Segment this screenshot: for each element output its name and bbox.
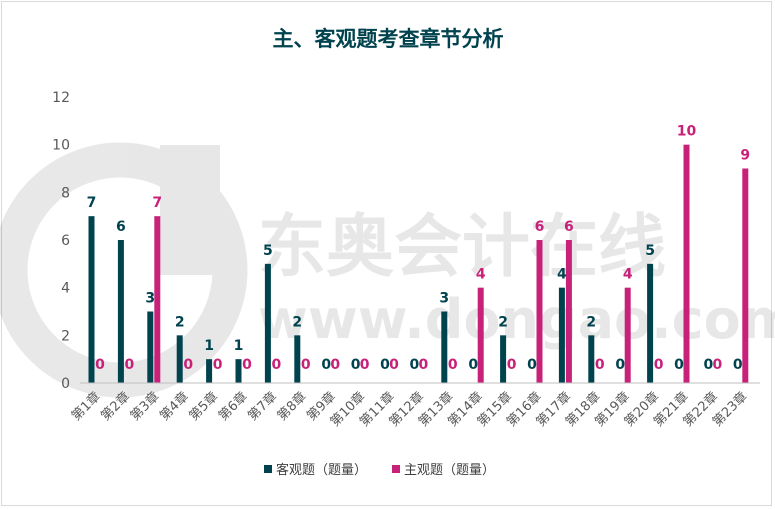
data-label-subjective: 0 bbox=[389, 357, 399, 373]
y-tick-label: 12 bbox=[52, 90, 70, 106]
bar-objective bbox=[558, 287, 565, 383]
y-axis: 0 2 4 6 8 10 12 bbox=[52, 90, 70, 392]
y-tick-label: 6 bbox=[61, 233, 70, 249]
data-label-objective: 7 bbox=[87, 195, 97, 211]
data-label-objective: 0 bbox=[674, 357, 684, 373]
data-label-objective: 0 bbox=[321, 357, 331, 373]
data-label-subjective: 4 bbox=[623, 267, 633, 283]
bar-objective bbox=[264, 263, 271, 383]
bar-objective bbox=[176, 335, 183, 383]
legend-label-objective: 客观题（题量） bbox=[276, 462, 367, 478]
data-label-objective: 0 bbox=[733, 357, 743, 373]
data-label-objective: 5 bbox=[263, 243, 273, 259]
bar-objective bbox=[441, 311, 448, 383]
data-label-objective: 2 bbox=[586, 314, 596, 330]
data-label-subjective: 7 bbox=[152, 195, 162, 211]
data-label-objective: 0 bbox=[380, 357, 390, 373]
bar-objective bbox=[206, 359, 213, 383]
bar-subjective bbox=[536, 240, 543, 383]
data-label-subjective: 0 bbox=[183, 357, 193, 373]
x-tick-label: 第7章 bbox=[245, 389, 281, 425]
bar-subjective bbox=[565, 240, 572, 383]
data-label-subjective: 0 bbox=[242, 357, 252, 373]
data-label-objective: 1 bbox=[234, 338, 244, 354]
x-tick-label: 第5章 bbox=[186, 389, 222, 425]
legend-label-subjective: 主观题（题量） bbox=[404, 463, 495, 478]
data-label-subjective: 6 bbox=[535, 219, 545, 235]
bar-objective bbox=[500, 335, 507, 383]
data-label-objective: 0 bbox=[704, 357, 714, 373]
bar-subjective bbox=[683, 144, 690, 383]
data-label-objective: 0 bbox=[468, 357, 478, 373]
bar-objective bbox=[294, 335, 301, 383]
data-label-objective: 3 bbox=[439, 291, 449, 307]
x-axis: 第1章第2章第3章第4章第5章第6章第7章第8章第9章第10章第11章第12章第… bbox=[68, 389, 750, 430]
y-tick-label: 10 bbox=[52, 138, 70, 154]
bar-objective bbox=[647, 263, 654, 383]
legend-swatch-subjective bbox=[392, 465, 400, 473]
bar-objective bbox=[147, 311, 154, 383]
legend-swatch-objective bbox=[264, 465, 272, 473]
y-tick-label: 4 bbox=[61, 281, 70, 297]
chart-title: 主、客观题考查章节分析 bbox=[273, 27, 504, 51]
bar-subjective bbox=[477, 287, 484, 383]
data-label-subjective: 0 bbox=[419, 357, 429, 373]
data-label-subjective: 0 bbox=[360, 357, 370, 373]
data-label-objective: 5 bbox=[645, 243, 655, 259]
x-tick-label: 第8章 bbox=[274, 389, 310, 425]
data-label-subjective: 0 bbox=[654, 357, 664, 373]
data-label-subjective: 0 bbox=[213, 357, 223, 373]
data-label-objective: 1 bbox=[204, 338, 214, 354]
bar-subjective bbox=[154, 216, 161, 383]
data-label-objective: 2 bbox=[292, 314, 302, 330]
data-label-objective: 3 bbox=[145, 291, 155, 307]
data-label-objective: 2 bbox=[498, 314, 508, 330]
bar-objective bbox=[235, 359, 242, 383]
data-label-subjective: 0 bbox=[125, 357, 135, 373]
watermark-logo-stem bbox=[160, 145, 220, 275]
data-label-subjective: 0 bbox=[448, 357, 458, 373]
legend: 客观题（题量） 主观题（题量） bbox=[264, 462, 495, 478]
watermark: 东奥会计在线 www.dongao.com bbox=[0, 142, 775, 398]
data-label-objective: 0 bbox=[351, 357, 361, 373]
x-tick-label: 第4章 bbox=[156, 389, 192, 425]
y-tick-label: 2 bbox=[61, 328, 70, 344]
data-label-objective: 0 bbox=[615, 357, 625, 373]
watermark-url: www.dongao.com bbox=[258, 288, 775, 351]
data-label-subjective: 0 bbox=[330, 357, 340, 373]
data-label-objective: 4 bbox=[557, 267, 567, 283]
data-label-objective: 6 bbox=[116, 219, 126, 235]
watermark-brand: 东奥会计在线 bbox=[258, 208, 666, 287]
data-label-subjective: 10 bbox=[677, 124, 697, 140]
data-label-subjective: 4 bbox=[476, 267, 486, 283]
data-label-subjective: 6 bbox=[564, 219, 574, 235]
bar-objective bbox=[88, 216, 95, 383]
data-label-objective: 0 bbox=[410, 357, 420, 373]
data-label-subjective: 0 bbox=[713, 357, 723, 373]
bar-objective bbox=[117, 240, 124, 383]
data-label-subjective: 0 bbox=[595, 357, 605, 373]
data-label-objective: 0 bbox=[527, 357, 537, 373]
x-tick-label: 第6章 bbox=[215, 389, 251, 425]
y-tick-label: 8 bbox=[61, 185, 70, 201]
data-label-subjective: 0 bbox=[301, 357, 311, 373]
data-label-subjective: 0 bbox=[507, 357, 517, 373]
data-label-objective: 2 bbox=[175, 314, 185, 330]
y-tick-label: 0 bbox=[61, 376, 70, 392]
data-label-subjective: 9 bbox=[740, 148, 750, 164]
bar-subjective bbox=[742, 168, 749, 383]
data-label-subjective: 0 bbox=[95, 357, 105, 373]
bar-objective bbox=[588, 335, 595, 383]
data-label-subjective: 0 bbox=[272, 357, 282, 373]
bar-subjective bbox=[624, 287, 631, 383]
